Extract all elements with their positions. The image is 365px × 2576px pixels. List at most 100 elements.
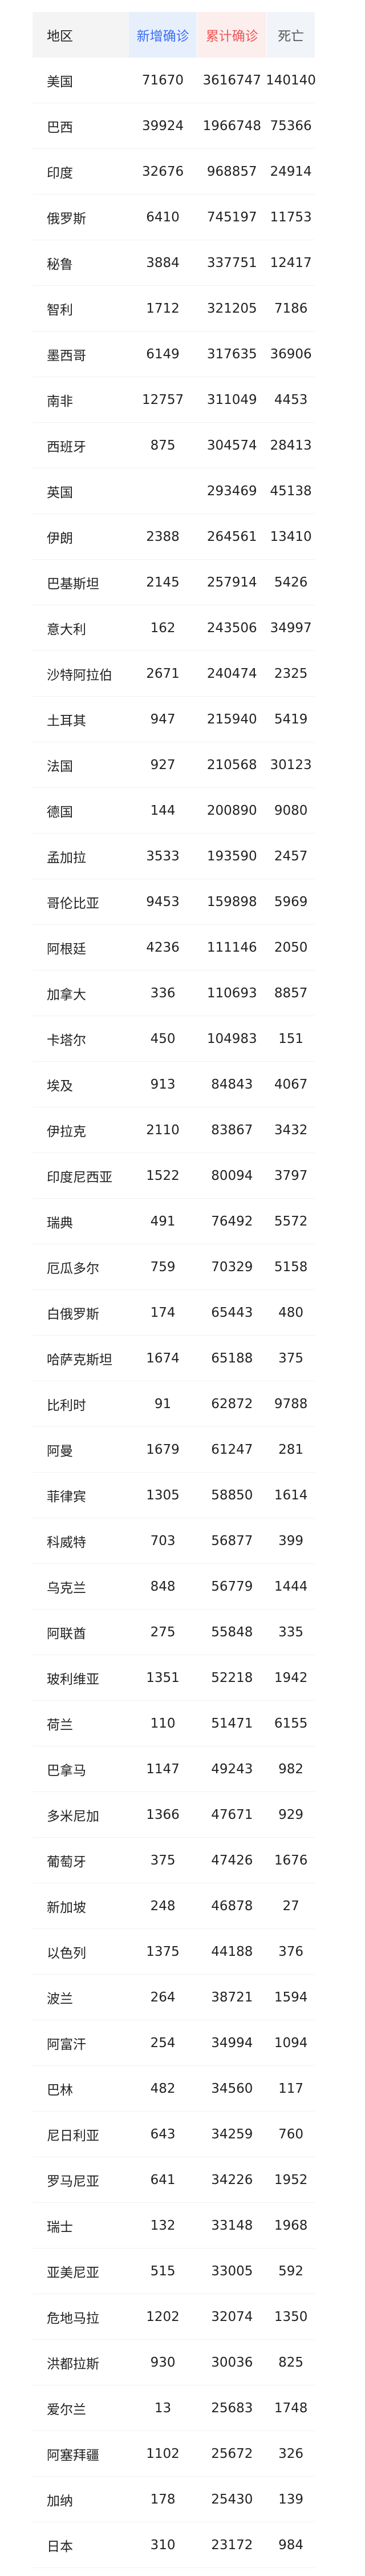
deaths-cell: 6155 (274, 1716, 308, 1731)
table-row[interactable]: 爱尔兰 13 25683 1748 (33, 2385, 315, 2431)
table-row[interactable]: 多米尼加 1366 47671 929 (33, 1792, 315, 1838)
table-row[interactable]: 罗马尼亚 641 34226 1952 (33, 2157, 315, 2203)
table-row[interactable]: 比利时 91 62872 9788 (33, 1381, 315, 1427)
region-cell: 以色列 (47, 1946, 86, 1961)
table-row[interactable]: 加纳 178 25430 139 (33, 2477, 315, 2522)
region-cell: 伊拉克 (47, 1124, 86, 1139)
table-row[interactable]: 阿塞拜疆 1102 25672 326 (33, 2431, 315, 2477)
new-cases-cell: 336 (150, 985, 176, 1001)
table-row[interactable]: 西班牙 875 304574 28413 (33, 423, 315, 468)
table-row[interactable]: 日本 310 23172 984 (33, 2522, 315, 2568)
table-row[interactable]: 亚美尼亚 515 33005 592 (33, 2249, 315, 2294)
table-row[interactable]: 美国 71670 3616747 140140 (33, 58, 316, 103)
table-row[interactable]: 哈萨克斯坦 1674 65188 375 (33, 1336, 315, 1381)
total-cases-cell: 58850 (211, 1487, 253, 1503)
deaths-cell: 4067 (274, 1077, 308, 1092)
total-cases-cell: 34226 (211, 2172, 253, 2187)
table-row[interactable]: 孟加拉 3533 193590 2457 (33, 834, 315, 879)
table-row[interactable]: 意大利 162 243506 34997 (33, 605, 315, 651)
region-cell: 新加坡 (47, 1900, 86, 1915)
new-cases-cell: 759 (150, 1259, 176, 1275)
table-row[interactable]: 危地马拉 1202 32074 1350 (33, 2294, 315, 2340)
deaths-cell: 592 (278, 2263, 304, 2279)
table-row[interactable]: 阿根廷 4236 111146 2050 (33, 925, 315, 970)
table-row[interactable]: 南非 12757 311049 4453 (33, 377, 315, 423)
new-cases-cell: 71670 (141, 72, 184, 88)
new-cases-cell: 6149 (146, 346, 180, 362)
total-cases-cell: 65188 (211, 1350, 253, 1366)
table-row[interactable]: 乌克兰 848 56779 1444 (33, 1564, 315, 1610)
deaths-cell: 929 (278, 1807, 304, 1822)
header-new-cases[interactable]: 新增确诊 (128, 12, 197, 58)
deaths-cell: 1748 (274, 2400, 308, 2416)
total-cases-cell: 51471 (211, 1716, 253, 1731)
table-row[interactable]: 沙特阿拉伯 2671 240474 2325 (33, 651, 315, 697)
table-row[interactable]: 阿联酋 275 55848 335 (33, 1610, 315, 1655)
new-cases-cell: 2388 (146, 529, 180, 544)
header-region[interactable]: 地区 (33, 12, 129, 58)
table-row[interactable]: 伊朗 2388 264561 13410 (33, 514, 315, 560)
deaths-cell: 3432 (274, 1122, 308, 1138)
table-row[interactable]: 伊拉克 2110 83867 3432 (33, 1107, 315, 1153)
table-row[interactable]: 墨西哥 6149 317635 36906 (33, 331, 315, 377)
table-row[interactable]: 阿富汗 254 34994 1094 (33, 2020, 315, 2066)
table-row[interactable]: 德国 144 200890 9080 (33, 788, 315, 834)
table-row[interactable]: 波兰 264 38721 1594 (33, 1975, 315, 2020)
deaths-cell: 34997 (270, 620, 312, 636)
table-row[interactable]: 菲律宾 1305 58850 1614 (33, 1473, 315, 1518)
table-row[interactable]: 玻利维亚 1351 52218 1942 (33, 1655, 315, 1701)
table-row[interactable]: 洪都拉斯 930 30036 825 (33, 2340, 315, 2385)
region-cell: 阿富汗 (47, 2037, 86, 2052)
total-cases-cell: 62872 (211, 1396, 253, 1412)
table-row[interactable]: 哥伦比亚 9453 159898 5969 (33, 879, 315, 925)
table-row[interactable]: 俄罗斯 6410 745197 11753 (33, 195, 315, 240)
total-cases-cell: 80094 (211, 1168, 253, 1183)
deaths-cell: 140140 (266, 72, 316, 88)
region-cell: 巴拿马 (47, 1763, 86, 1778)
total-cases-cell: 293469 (206, 483, 257, 499)
table-row[interactable]: 秘鲁 3884 337751 12417 (33, 240, 315, 286)
region-cell: 卡塔尔 (47, 1033, 86, 1048)
header-total-cases[interactable]: 累计确诊 (197, 12, 267, 58)
table-row[interactable]: 埃及 913 84843 4067 (33, 1062, 315, 1107)
table-row[interactable]: 科威特 703 56877 399 (33, 1518, 315, 1564)
deaths-cell: 825 (278, 2355, 304, 2370)
region-cell: 墨西哥 (47, 348, 86, 363)
table-row[interactable]: 巴西 39924 1966748 75366 (33, 103, 315, 149)
new-cases-cell: 1674 (146, 1350, 180, 1366)
deaths-cell: 151 (278, 1031, 304, 1046)
table-row[interactable]: 新加坡 248 46878 27 (33, 1883, 315, 1929)
total-cases-cell: 47671 (211, 1807, 253, 1822)
table-row[interactable]: 以色列 1375 44188 376 (33, 1929, 315, 1975)
table-row[interactable]: 白俄罗斯 174 65443 480 (33, 1290, 315, 1336)
new-cases-cell: 930 (150, 2355, 176, 2370)
total-cases-cell: 3616747 (202, 72, 261, 88)
total-cases-cell: 84843 (211, 1077, 253, 1092)
region-cell: 德国 (47, 804, 73, 820)
table-row[interactable]: 智利 1712 321205 7186 (33, 286, 315, 331)
new-cases-cell: 162 (150, 620, 176, 636)
table-row[interactable]: 厄瓜多尔 759 70329 5158 (33, 1244, 315, 1290)
header-deaths[interactable]: 死亡 (267, 12, 315, 58)
table-row[interactable]: 土耳其 947 215940 5419 (33, 697, 315, 742)
table-row[interactable]: 瑞士 132 33148 1968 (33, 2203, 315, 2249)
table-row[interactable]: 法国 927 210568 30123 (33, 742, 315, 788)
total-cases-cell: 33148 (211, 2218, 253, 2233)
table-row[interactable]: 英国 293469 45138 (33, 468, 315, 514)
table-row[interactable]: 葡萄牙 375 47426 1676 (33, 1838, 315, 1883)
table-row[interactable]: 荷兰 110 51471 6155 (33, 1701, 315, 1746)
table-row[interactable]: 卡塔尔 450 104983 151 (33, 1016, 315, 1062)
table-row[interactable]: 印度尼西亚 1522 80094 3797 (33, 1153, 315, 1199)
table-row[interactable]: 瑞典 491 76492 5572 (33, 1199, 315, 1244)
table-row[interactable]: 巴拿马 1147 49243 982 (33, 1746, 315, 1792)
deaths-cell: 5572 (274, 1214, 308, 1229)
table-row[interactable]: 尼日利亚 643 34259 760 (33, 2112, 315, 2157)
total-cases-cell: 337751 (206, 255, 257, 270)
table-row[interactable]: 加拿大 336 110693 8857 (33, 970, 315, 1016)
table-row[interactable]: 印度 32676 968857 24914 (33, 149, 315, 195)
table-row[interactable]: 阿曼 1679 61247 281 (33, 1427, 315, 1473)
table-row[interactable]: 巴林 482 34560 117 (33, 2066, 315, 2112)
new-cases-cell: 1522 (146, 1168, 180, 1183)
region-cell: 荷兰 (47, 1717, 73, 1733)
table-row[interactable]: 巴基斯坦 2145 257914 5426 (33, 560, 315, 605)
